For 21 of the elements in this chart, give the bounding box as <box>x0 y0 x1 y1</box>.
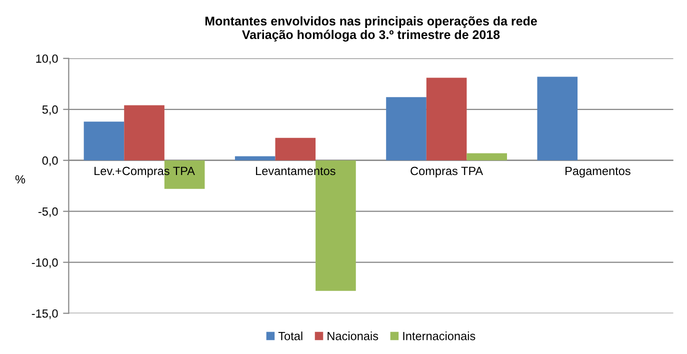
y-tick-label: 0,0 <box>42 156 58 166</box>
y-tick-label: -10,0 <box>32 258 58 268</box>
bar <box>124 105 164 160</box>
legend-label: Total <box>278 332 302 340</box>
y-tick-label: 5,0 <box>42 105 58 116</box>
bar <box>386 97 426 160</box>
bar <box>275 138 316 160</box>
bar <box>84 122 124 160</box>
y-tick-label: -5,0 <box>38 207 58 218</box>
legend-label: Internacionais <box>403 332 476 340</box>
legend-label: Nacionais <box>328 332 378 340</box>
y-axis-title: % <box>15 175 26 184</box>
bar <box>234 156 276 160</box>
y-tick-label: -15,0 <box>32 309 58 320</box>
bar <box>537 76 578 160</box>
x-tick-label: Pagamentos <box>566 166 630 178</box>
chart-title: Montantes envolvidos nas principais operações da rede Variação homóloga do 3.º trimestre de 2018 <box>205 16 537 42</box>
bar <box>466 153 508 160</box>
x-tick-label: Compras TPA <box>410 166 484 178</box>
y-tick-label: 10,0 <box>36 54 58 64</box>
bar <box>426 78 467 160</box>
